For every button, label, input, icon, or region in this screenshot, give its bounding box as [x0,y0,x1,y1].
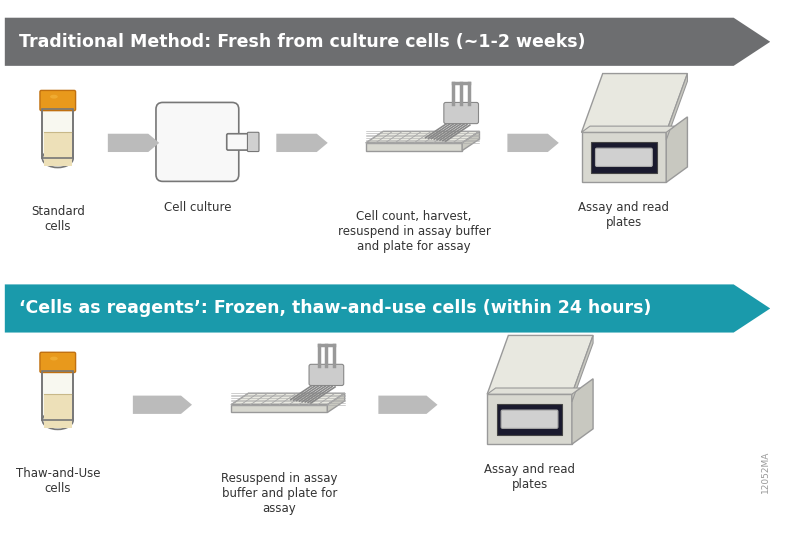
FancyBboxPatch shape [501,410,558,428]
Polygon shape [572,335,593,402]
Polygon shape [582,126,674,132]
FancyBboxPatch shape [156,102,238,181]
Bar [44,394,72,428]
FancyBboxPatch shape [247,132,259,152]
Polygon shape [462,131,479,151]
Polygon shape [487,394,572,444]
Polygon shape [582,74,687,132]
Polygon shape [366,131,479,143]
Polygon shape [276,134,328,152]
FancyBboxPatch shape [226,134,253,150]
FancyBboxPatch shape [444,102,478,124]
Ellipse shape [50,95,58,98]
Polygon shape [5,18,770,66]
Text: ‘Cells as reagents’: Frozen, thaw-and-use cells (within 24 hours): ‘Cells as reagents’: Frozen, thaw-and-us… [19,300,652,317]
Polygon shape [327,393,345,413]
Bar [228,137,234,147]
Polygon shape [591,142,657,173]
Polygon shape [378,395,438,414]
Polygon shape [666,74,687,140]
Text: 12052MA: 12052MA [761,451,770,493]
FancyBboxPatch shape [40,352,75,372]
Polygon shape [5,285,770,332]
Bar [42,109,73,158]
Bar [44,132,72,166]
Ellipse shape [42,149,73,167]
Polygon shape [231,405,327,413]
Polygon shape [572,379,593,444]
Polygon shape [108,134,159,152]
Polygon shape [582,132,666,182]
Polygon shape [487,388,580,394]
Bar [42,371,73,420]
Text: Standard
cells: Standard cells [31,206,85,233]
Ellipse shape [42,411,73,429]
Text: Cell culture: Cell culture [164,201,231,214]
Polygon shape [507,134,558,152]
Polygon shape [133,395,192,414]
FancyBboxPatch shape [40,90,75,111]
Text: Thaw-and-Use
cells: Thaw-and-Use cells [15,468,100,495]
Polygon shape [231,393,345,405]
FancyBboxPatch shape [595,148,652,166]
Polygon shape [497,404,562,435]
Text: Traditional Method: Fresh from culture cells (~1-2 weeks): Traditional Method: Fresh from culture c… [19,33,586,51]
Polygon shape [666,117,687,182]
Bar [42,109,73,158]
Text: Assay and read
plates: Assay and read plates [578,201,670,229]
Text: Resuspend in assay
buffer and plate for
assay: Resuspend in assay buffer and plate for … [221,472,338,515]
Polygon shape [366,143,462,151]
Text: Cell count, harvest,
resuspend in assay buffer
and plate for assay: Cell count, harvest, resuspend in assay … [338,210,490,253]
Ellipse shape [50,357,58,360]
Bar [42,371,73,420]
Text: Assay and read
plates: Assay and read plates [484,463,575,491]
FancyBboxPatch shape [309,364,344,386]
Polygon shape [487,335,593,394]
